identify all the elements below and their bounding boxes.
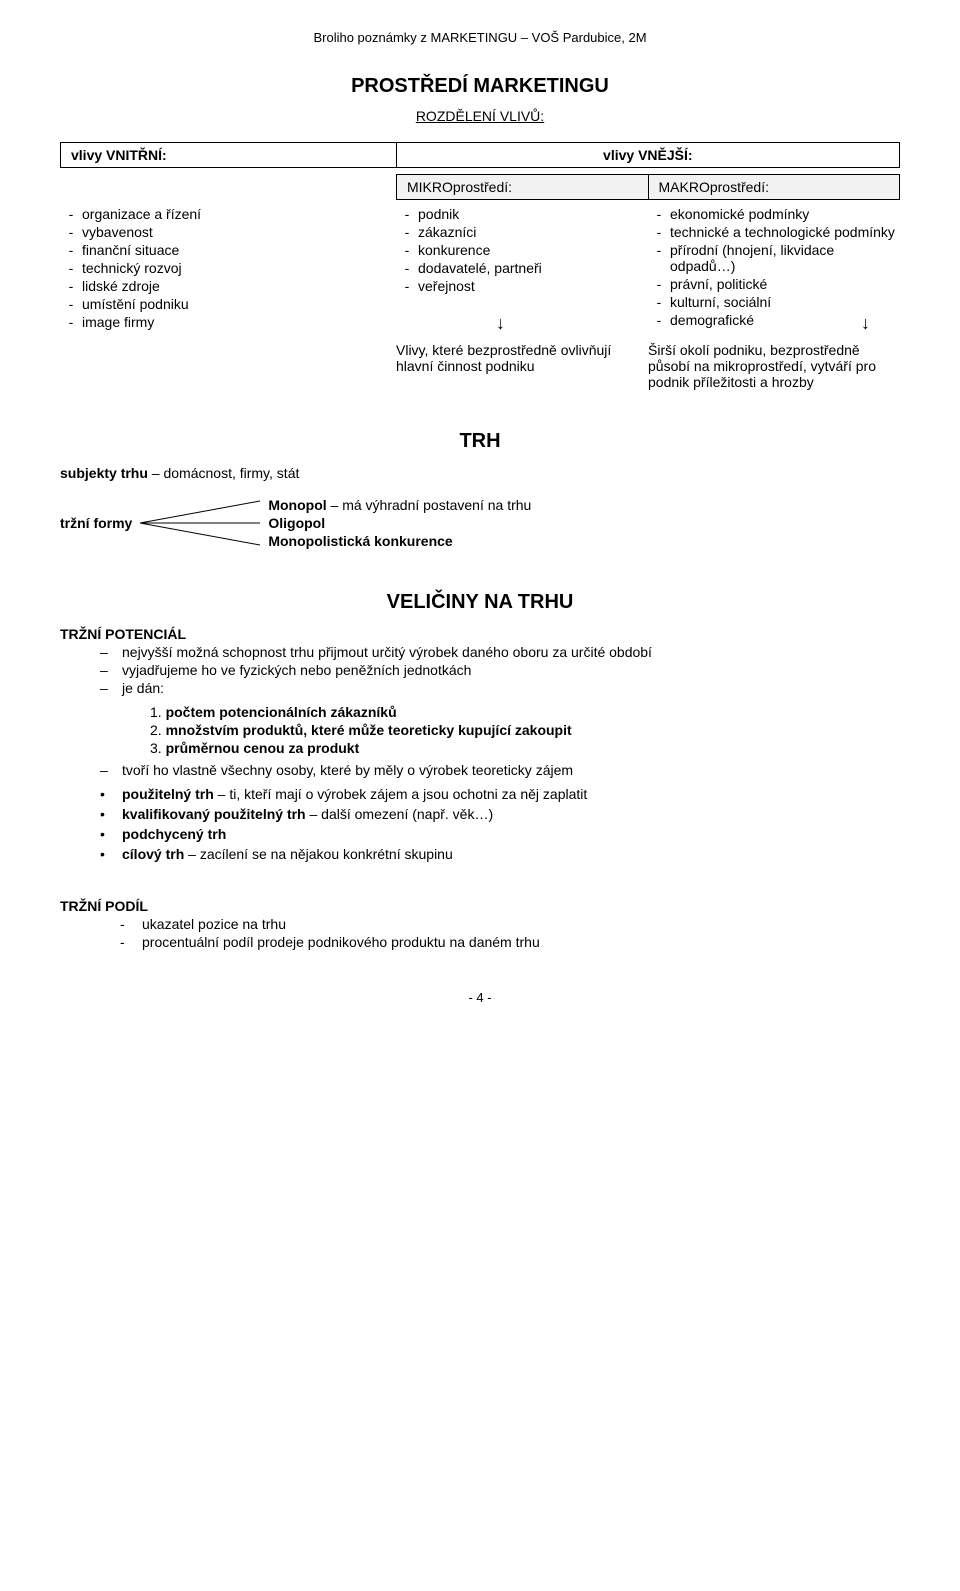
- list-item: zákazníci: [418, 224, 638, 240]
- form-item: Monopol: [268, 497, 326, 513]
- num: 3.: [150, 740, 162, 756]
- list-item: konkurence: [418, 242, 638, 258]
- list-item: organizace a řízení: [82, 206, 386, 222]
- dot-item-bold: cílový trh: [122, 846, 184, 862]
- fan-lines-icon: [140, 495, 260, 551]
- numbered-list: 1. počtem potencionálních zákazníků 2. m…: [60, 704, 900, 756]
- form-item-desc: – má výhradní postavení na trhu: [327, 497, 532, 513]
- inner-cell-makro: MAKROprostředí:: [648, 175, 900, 200]
- col-mikro: -podnik -zákazníci -konkurence -dodavate…: [396, 206, 648, 332]
- inner-table: MIKROprostředí: MAKROprostředí:: [396, 174, 900, 200]
- page-header: Broliho poznámky z MARKETINGU – VOŠ Pard…: [60, 30, 900, 45]
- list-item: finanční situace: [82, 242, 386, 258]
- explain-mikro: ↓ Vlivy, které bezprostředně ovlivňují h…: [396, 342, 648, 390]
- list-item: vybavenost: [82, 224, 386, 240]
- list-item: umístění podniku: [82, 296, 386, 312]
- list-vnitrni: -organizace a řízení -vybavenost -finanč…: [60, 206, 386, 330]
- list-item: lidské zdroje: [82, 278, 386, 294]
- heading-podil: TRŽNÍ PODÍL: [60, 898, 900, 914]
- list-item: image firmy: [82, 314, 386, 330]
- col-vnitrni: -organizace a řízení -vybavenost -finanč…: [60, 206, 396, 332]
- list-item: kulturní, sociální: [670, 294, 900, 310]
- dot-item-bold: kvalifikovaný použitelný trh: [122, 806, 306, 822]
- subjekty-text: – domácnost, firmy, stát: [148, 465, 299, 481]
- list-makro: -ekonomické podmínky -technické a techno…: [648, 206, 900, 328]
- list-item: procentuální podíl prodeje podnikového p…: [142, 934, 540, 950]
- dot-item-text: – další omezení (např. věk…): [306, 806, 494, 822]
- arrow-down-icon: ↓: [861, 314, 870, 332]
- list-item: ekonomické podmínky: [670, 206, 900, 222]
- heading-potencial: TRŽNÍ POTENCIÁL: [60, 626, 900, 642]
- dot-item-text: – zacílení se na nějakou konkrétní skupi…: [184, 846, 453, 862]
- form-item: Monopolistická konkurence: [268, 533, 452, 549]
- list-mikro: -podnik -zákazníci -konkurence -dodavate…: [396, 206, 638, 294]
- forms-row: tržní formy Monopol – má výhradní postav…: [60, 495, 900, 551]
- num-text: průměrnou cenou za produkt: [166, 740, 360, 756]
- dot-item-bold: použitelný trh: [122, 786, 214, 802]
- page-number: - 4 -: [60, 990, 900, 1005]
- list-item: dodavatelé, partneři: [418, 260, 638, 276]
- top-cell-left: vlivy VNITŘNÍ:: [61, 143, 397, 168]
- num-text: množstvím produktů, které může teoretick…: [166, 722, 572, 738]
- list-item: podnik: [418, 206, 638, 222]
- list-item: přírodní (hnojení, likvidace odpadů…): [670, 242, 900, 274]
- list-item: technické a technologické podmínky: [670, 224, 900, 240]
- main-title: PROSTŘEDÍ MARKETINGU: [60, 75, 900, 98]
- num: 1.: [150, 704, 162, 720]
- potencial-list: –nejvyšší možná schopnost trhu přijmout …: [60, 644, 900, 696]
- top-table: vlivy VNITŘNÍ: vlivy VNĚJŠÍ:: [60, 142, 900, 168]
- dot-item-text: – ti, kteří mají o výrobek zájem a jsou …: [214, 786, 588, 802]
- section-title-veliciny: VELIČINY NA TRHU: [60, 591, 900, 614]
- dot-item-bold: podchycený trh: [122, 826, 226, 842]
- inner-cell-mikro: MIKROprostředí:: [397, 175, 649, 200]
- potencial-after-list: –tvoří ho vlastně všechny osoby, které b…: [60, 762, 900, 778]
- forms-text: Monopol – má výhradní postavení na trhu …: [260, 495, 531, 551]
- podil-list: -ukazatel pozice na trhu -procentuální p…: [60, 916, 900, 950]
- subtitle: ROZDĚLENÍ VLIVŮ:: [60, 108, 900, 124]
- forms-label: tržní formy: [60, 515, 140, 531]
- columns-row: -organizace a řízení -vybavenost -finanč…: [60, 206, 900, 332]
- explain-text: Vlivy, které bezprostředně ovlivňují hla…: [396, 342, 611, 374]
- explain-row: ↓ Vlivy, které bezprostředně ovlivňují h…: [396, 342, 900, 390]
- form-item: Oligopol: [268, 515, 325, 531]
- list-item: technický rozvoj: [82, 260, 386, 276]
- list-item: ukazatel pozice na trhu: [142, 916, 286, 932]
- list-item: nejvyšší možná schopnost trhu přijmout u…: [122, 644, 652, 660]
- arrow-down-icon: ↓: [496, 314, 505, 332]
- explain-makro: ↓ Širší okolí podniku, bezprostředně půs…: [648, 342, 900, 390]
- num: 2.: [150, 722, 162, 738]
- list-item: vyjadřujeme ho ve fyzických nebo peněžní…: [122, 662, 471, 678]
- section-title-trh: TRH: [60, 430, 900, 453]
- list-item: je dán:: [122, 680, 164, 696]
- subjekty-label: subjekty trhu: [60, 465, 148, 481]
- num-text: počtem potencionálních zákazníků: [166, 704, 397, 720]
- top-cell-right: vlivy VNĚJŠÍ:: [396, 143, 899, 168]
- list-item: právní, politické: [670, 276, 900, 292]
- dot-list: •použitelný trh – ti, kteří mají o výrob…: [60, 786, 900, 862]
- list-item: tvoří ho vlastně všechny osoby, které by…: [122, 762, 573, 778]
- subjekty-line: subjekty trhu – domácnost, firmy, stát: [60, 465, 900, 481]
- explain-text: Širší okolí podniku, bezprostředně působ…: [648, 342, 876, 390]
- list-item: veřejnost: [418, 278, 638, 294]
